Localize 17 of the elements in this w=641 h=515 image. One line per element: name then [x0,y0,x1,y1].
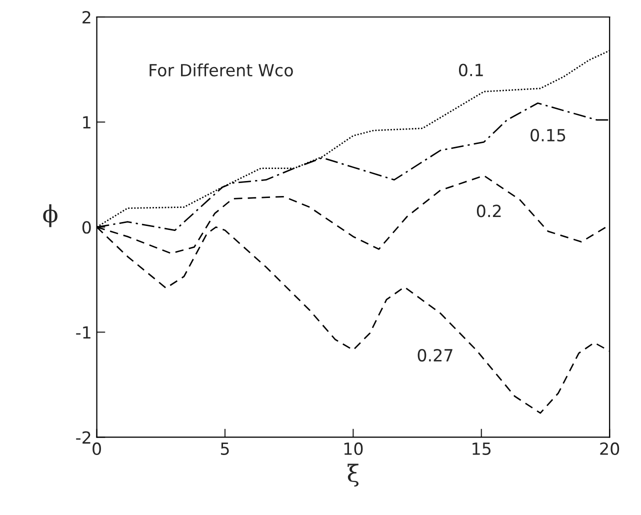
y-tick-label: 0 [82,221,91,234]
annotation: For Different Wco [150,64,293,76]
x-tick-label: 15 [472,442,491,455]
y-tick-label: -2 [76,431,90,444]
x-axis-title: ξ [348,464,359,487]
series-label: 0.1 [458,64,483,76]
y-tick-label: 1 [83,116,90,128]
series-label: 0.2 [476,204,501,218]
x-tick-label: 0 [92,442,101,455]
x-tick-label: 5 [220,442,229,455]
x-tick-label: 10 [344,442,363,455]
x-tick-label: 20 [600,442,620,455]
series-label: 0.27 [418,348,452,362]
y-tick-label: 2 [82,10,90,24]
y-axis-title: ϕ [43,204,58,228]
y-tick-label: -1 [76,326,90,339]
series-label: 0.15 [530,128,566,142]
